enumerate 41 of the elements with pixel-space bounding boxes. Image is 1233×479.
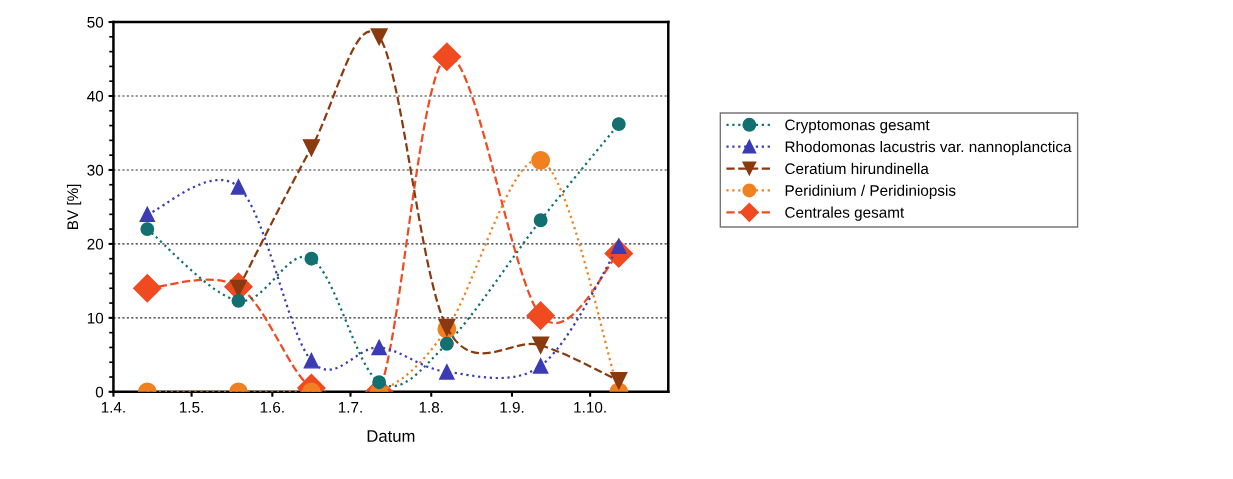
point	[140, 222, 155, 237]
y-axis-title: BV [%]	[66, 184, 82, 230]
x-axis-title: Datum	[367, 430, 415, 442]
point	[439, 364, 455, 380]
point	[302, 139, 321, 157]
legend-label: Rhodomonas lacustris var. nannoplanctica	[785, 140, 1072, 156]
point	[303, 352, 320, 369]
point	[371, 339, 387, 356]
point	[432, 42, 462, 72]
point	[610, 372, 628, 390]
legend-label: Cryptomonas gesamt	[785, 119, 930, 134]
point	[531, 150, 551, 170]
y-tick-label: 20	[87, 238, 104, 250]
y-tick-label: 30	[87, 164, 104, 176]
x-tick-label: 1.4.	[101, 402, 125, 413]
y-tick-label: 0	[95, 386, 104, 398]
x-tick-label: 1.8.	[419, 401, 443, 413]
point	[231, 293, 246, 308]
y-tick-label: 10	[87, 312, 104, 324]
x-tick-label: 1.7.	[338, 402, 362, 413]
point	[372, 375, 387, 390]
legend-label: Peridinium / Peridiniopsis	[785, 184, 956, 199]
point	[230, 179, 247, 195]
point	[532, 358, 549, 374]
point	[526, 301, 555, 330]
point	[370, 28, 388, 46]
point	[611, 117, 626, 132]
legend-label: Centrales gesamt	[785, 206, 905, 221]
y-tick-label: 40	[87, 90, 104, 102]
point	[304, 251, 319, 266]
point	[139, 206, 156, 223]
legend-label: Ceratium hirundinella	[785, 162, 929, 175]
x-tick-label: 1.9.	[500, 401, 524, 413]
x-tick-label: 1.6.	[260, 401, 284, 413]
point	[439, 336, 454, 351]
x-tick-label: 1.5.	[180, 402, 203, 413]
y-tick-label: 50	[87, 16, 104, 28]
x-tick-label: 1.10.	[574, 401, 606, 413]
point	[533, 213, 548, 228]
point	[133, 274, 162, 303]
point	[532, 336, 550, 354]
